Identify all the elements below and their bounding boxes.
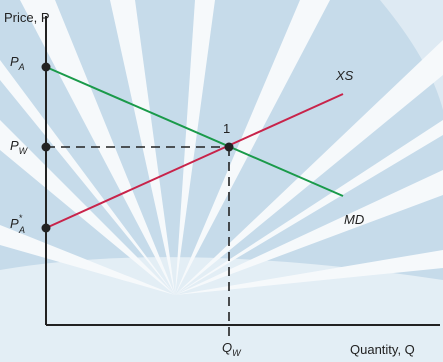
equilibrium-label: 1 <box>223 121 230 136</box>
symbol: P <box>10 138 19 153</box>
subscript: A <box>18 225 25 235</box>
subscript: A <box>18 62 25 72</box>
x-axis-label: Quantity, Q <box>350 342 415 357</box>
superscript: * <box>19 213 23 223</box>
diagram: Price, P Quantity, Q PA PW P*A QW XS MD … <box>0 0 443 362</box>
y-axis-label: Price, P <box>4 10 50 25</box>
md-label: MD <box>344 212 364 227</box>
symbol: Q <box>222 340 232 355</box>
point <box>42 63 51 72</box>
xs-label: XS <box>335 68 354 83</box>
point <box>42 224 51 233</box>
point <box>42 143 51 152</box>
symbol: P <box>10 216 19 231</box>
symbol: P <box>10 54 19 69</box>
point <box>225 143 234 152</box>
